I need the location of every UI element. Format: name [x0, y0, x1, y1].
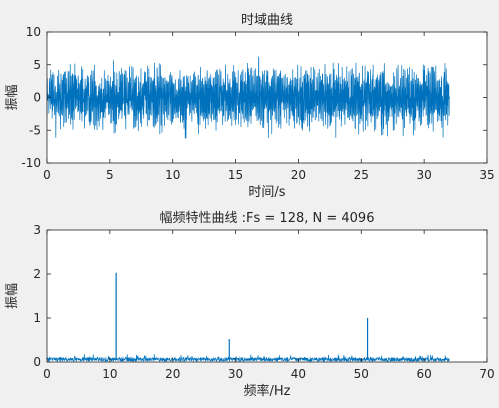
x-tick-label: 20 — [291, 168, 306, 182]
x-tick-label: 35 — [479, 168, 494, 182]
x-tick-label: 40 — [291, 367, 306, 381]
y-tick-label: 0 — [33, 91, 41, 105]
y-tick-label: 10 — [26, 25, 41, 39]
x-tick-label: 10 — [102, 367, 117, 381]
y-tick-label: 3 — [33, 223, 41, 237]
axes-frame — [46, 229, 488, 363]
y-tick-label: -10 — [21, 156, 41, 170]
x-tick-label: 10 — [165, 168, 180, 182]
x-axis-label: 频率/Hz — [244, 383, 291, 399]
x-tick-label: 0 — [43, 168, 51, 182]
chart-title: 时域曲线 — [241, 13, 293, 28]
x-tick-label: 30 — [228, 367, 243, 381]
x-tick-label: 25 — [354, 168, 369, 182]
y-axis-label: 振幅 — [5, 283, 20, 309]
x-tick-label: 20 — [165, 367, 180, 381]
x-tick-label: 5 — [106, 168, 114, 182]
time-signal-line — [46, 56, 450, 139]
x-tick-label: 60 — [417, 367, 432, 381]
y-tick-label: -5 — [29, 123, 41, 137]
x-tick-label: 0 — [43, 367, 51, 381]
spectrum-noise-line — [46, 354, 450, 363]
x-tick-label: 50 — [354, 367, 369, 381]
frequency-domain-chart: 0 10 20 30 40 50 60 70 0 1 2 3 幅频特性曲线 :Fs = 128, N =… — [5, 211, 495, 399]
y-tick-label: 0 — [33, 355, 41, 369]
x-tick-label: 70 — [479, 367, 494, 381]
x-axis-label: 时间/s — [248, 185, 285, 200]
plot-series-layer — [46, 56, 450, 139]
y-tick-label: 5 — [33, 58, 41, 72]
x-tick-label: 30 — [417, 168, 432, 182]
x-tick-label: 15 — [228, 168, 243, 182]
y-tick-label: 1 — [33, 311, 41, 325]
y-axis-label: 振幅 — [5, 84, 20, 110]
plot-series-layer — [46, 272, 450, 363]
y-tick-label: 2 — [33, 267, 41, 281]
plot-area — [47, 230, 487, 362]
chart-title: 幅频特性曲线 :Fs = 128, N = 4096 — [160, 211, 375, 226]
